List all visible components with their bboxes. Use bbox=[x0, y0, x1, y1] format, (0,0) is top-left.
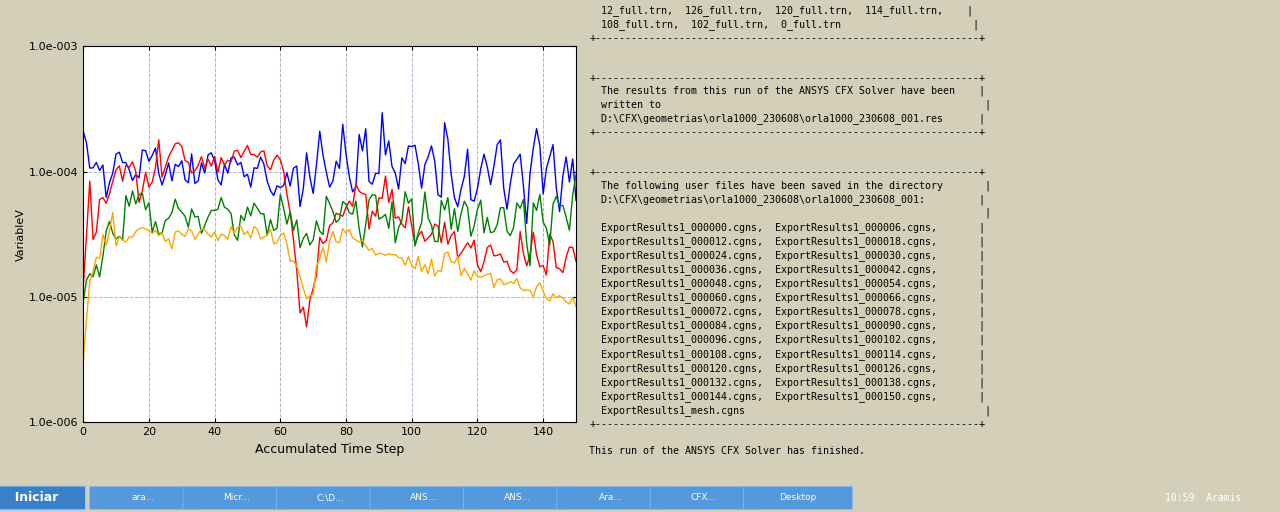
RMS W-Mom bbox=[390, 254, 406, 261]
RMS P-Mass bbox=[568, 259, 584, 265]
RMS U-Mom bbox=[568, 172, 584, 178]
X-axis label: Accumulated Time Step: Accumulated Time Step bbox=[255, 443, 404, 456]
FancyBboxPatch shape bbox=[183, 486, 292, 509]
FancyBboxPatch shape bbox=[276, 486, 385, 509]
RMS P-Mass bbox=[253, 149, 269, 155]
RMS P-Mass bbox=[428, 221, 443, 227]
RMS V-Mom bbox=[424, 143, 439, 149]
RMS U-Mom bbox=[375, 214, 390, 220]
RMS U-Mom bbox=[420, 215, 435, 221]
Text: 12_full.trn,  126_full.trn,  120_full.trn,  114_full.trn,    |
  108_full.trn,  : 12_full.trn, 126_full.trn, 120_full.trn,… bbox=[589, 5, 992, 456]
Text: Ara...: Ara... bbox=[599, 494, 622, 502]
Line: RMS W-Mom: RMS W-Mom bbox=[83, 212, 576, 361]
RMS U-Mom bbox=[315, 231, 330, 238]
RMS W-Mom bbox=[319, 259, 334, 265]
RMS U-Mom bbox=[558, 214, 573, 220]
FancyBboxPatch shape bbox=[463, 486, 572, 509]
RMS V-Mom bbox=[315, 152, 330, 158]
FancyBboxPatch shape bbox=[650, 486, 759, 509]
RMS W-Mom bbox=[424, 256, 439, 262]
FancyBboxPatch shape bbox=[370, 486, 479, 509]
Text: CFX...: CFX... bbox=[691, 494, 717, 502]
RMS V-Mom bbox=[250, 165, 265, 172]
FancyBboxPatch shape bbox=[744, 486, 852, 509]
FancyBboxPatch shape bbox=[90, 486, 198, 509]
Text: 10:59  Aramis: 10:59 Aramis bbox=[1165, 493, 1242, 503]
RMS U-Mom bbox=[250, 205, 265, 211]
RMS V-Mom bbox=[568, 197, 584, 203]
RMS P-Mass bbox=[394, 221, 410, 227]
Text: Desktop: Desktop bbox=[778, 494, 817, 502]
Text: ANS...: ANS... bbox=[410, 494, 438, 502]
RMS W-Mom bbox=[562, 301, 577, 307]
Text: ANS...: ANS... bbox=[503, 494, 531, 502]
FancyBboxPatch shape bbox=[0, 486, 86, 510]
RMS V-Mom bbox=[390, 186, 406, 192]
Line: RMS U-Mom: RMS U-Mom bbox=[83, 175, 576, 302]
RMS U-Mom bbox=[388, 240, 403, 246]
Line: RMS V-Mom: RMS V-Mom bbox=[83, 113, 576, 223]
RMS W-Mom bbox=[378, 252, 393, 259]
RMS U-Mom bbox=[76, 298, 91, 305]
FancyBboxPatch shape bbox=[557, 486, 666, 509]
RMS V-Mom bbox=[76, 128, 91, 134]
RMS P-Mass bbox=[151, 137, 166, 143]
RMS P-Mass bbox=[323, 223, 338, 229]
RMS W-Mom bbox=[253, 236, 269, 242]
Legend: RMS P-Mass, RMS U-Mom, RMS V-Mom, RMS W-Mom: RMS P-Mass, RMS U-Mom, RMS V-Mom, RMS W-… bbox=[92, 511, 567, 512]
RMS P-Mass bbox=[300, 324, 315, 330]
RMS W-Mom bbox=[105, 209, 120, 216]
RMS V-Mom bbox=[375, 110, 390, 116]
Text: Iniciar: Iniciar bbox=[6, 492, 59, 504]
Text: C:\D...: C:\D... bbox=[316, 494, 344, 502]
Text: ara...: ara... bbox=[132, 494, 155, 502]
Y-axis label: VariableV: VariableV bbox=[15, 208, 26, 261]
RMS V-Mom bbox=[520, 220, 535, 226]
Text: Micr...: Micr... bbox=[224, 494, 250, 502]
RMS P-Mass bbox=[564, 244, 580, 250]
RMS V-Mom bbox=[378, 152, 393, 158]
Line: RMS P-Mass: RMS P-Mass bbox=[83, 140, 576, 327]
RMS P-Mass bbox=[76, 284, 91, 290]
RMS W-Mom bbox=[568, 304, 584, 310]
RMS V-Mom bbox=[564, 156, 580, 162]
RMS W-Mom bbox=[76, 358, 91, 364]
RMS P-Mass bbox=[381, 200, 397, 206]
